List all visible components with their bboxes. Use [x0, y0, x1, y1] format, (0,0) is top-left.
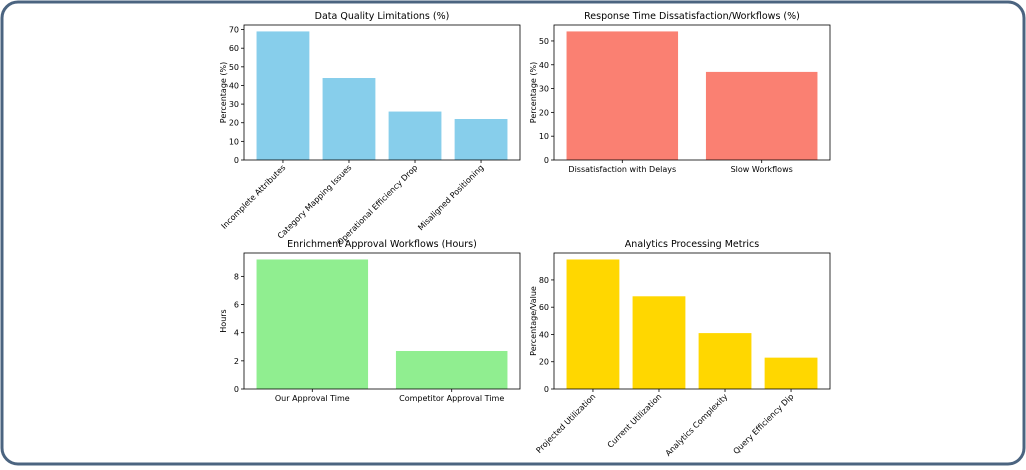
chart-title: Analytics Processing Metrics: [625, 239, 759, 250]
y-tick-label: 30: [539, 85, 549, 94]
y-tick-label: 30: [229, 100, 239, 109]
y-tick-label: 60: [539, 303, 549, 312]
y-tick-label: 0: [234, 156, 239, 165]
x-tick-label: Competitor Approval Time: [399, 394, 504, 403]
y-tick-label: 60: [229, 44, 239, 53]
axes-frame: [243, 24, 521, 161]
bar: [388, 111, 442, 160]
y-tick-label: 40: [229, 81, 239, 90]
bar: [566, 31, 679, 160]
bar: [705, 71, 818, 160]
y-tick-label: 4: [234, 329, 239, 338]
bar: [322, 78, 376, 160]
y-tick-label: 70: [229, 26, 239, 35]
y-tick-label: 6: [234, 301, 239, 310]
x-tick-label: Dissatisfaction with Delays: [568, 165, 676, 174]
bar: [764, 357, 818, 389]
y-tick-label: 40: [539, 330, 549, 339]
chart-title: Enrichment Approval Workflows (Hours): [287, 239, 477, 250]
y-tick-label: 10: [229, 137, 239, 146]
y-tick-label: 0: [544, 385, 549, 394]
y-tick-label: 0: [544, 156, 549, 165]
chart-title: Data Quality Limitations (%): [315, 11, 450, 22]
axes-frame: [553, 24, 831, 161]
y-tick-label: 8: [234, 272, 239, 281]
y-tick-label: 20: [539, 358, 549, 367]
y-tick-label: 50: [539, 37, 549, 46]
bar: [566, 259, 620, 389]
y-tick-label: 20: [229, 119, 239, 128]
bar: [256, 259, 369, 389]
y-tick-label: 80: [539, 276, 549, 285]
chart-title: Response Time Dissatisfaction/Workflows …: [584, 11, 800, 22]
bar: [256, 31, 310, 160]
y-axis-label: Hours: [219, 309, 228, 332]
x-tick-label: Our Approval Time: [275, 394, 350, 403]
bar: [698, 333, 752, 389]
y-tick-label: 50: [229, 63, 239, 72]
axes-frame: [243, 252, 521, 390]
x-tick-label: Slow Workflows: [731, 165, 793, 174]
y-axis-label: Percentage (%): [529, 62, 538, 123]
y-tick-label: 20: [539, 108, 549, 117]
bar: [395, 350, 508, 389]
axes-frame: [553, 252, 831, 390]
y-tick-label: 0: [234, 385, 239, 394]
y-tick-label: 2: [234, 357, 239, 366]
bar: [454, 119, 508, 160]
y-axis-label: Percentage/Value: [529, 286, 538, 356]
bar: [632, 296, 686, 389]
y-axis-label: Percentage (%): [219, 62, 228, 123]
y-tick-label: 10: [539, 132, 549, 141]
y-tick-label: 40: [539, 61, 549, 70]
